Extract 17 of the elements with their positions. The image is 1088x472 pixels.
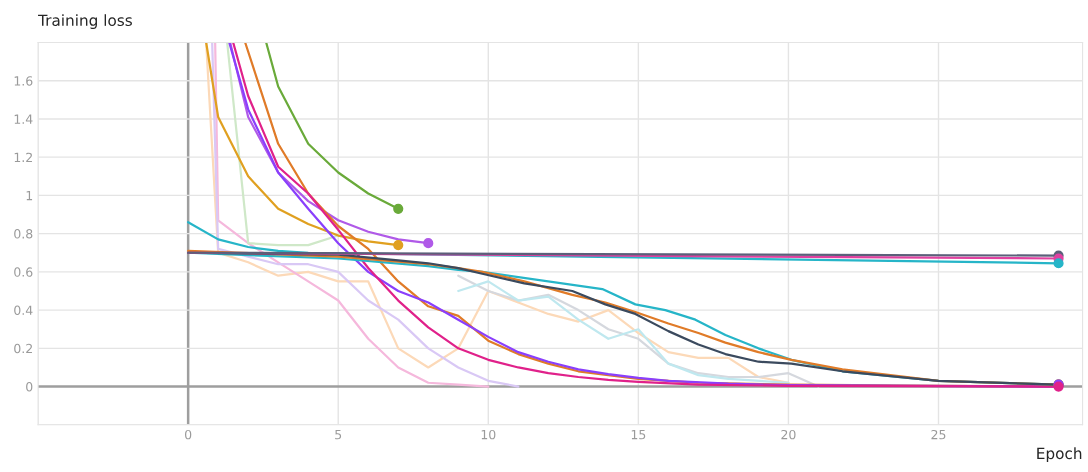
y-tick-label: 1 bbox=[26, 191, 33, 201]
x-tick-label: 15 bbox=[631, 430, 646, 440]
y-tick-label: 1.4 bbox=[14, 114, 33, 124]
y-tick-label: 0.2 bbox=[14, 343, 32, 354]
x-tick-label: 5 bbox=[335, 430, 342, 440]
y-tick-label: 1.2 bbox=[14, 152, 32, 162]
x-tick-label: 10 bbox=[481, 429, 496, 440]
y-tick-label: 1.6 bbox=[14, 76, 33, 86]
y-tick-label: 0.4 bbox=[14, 305, 33, 316]
x-axis-title: Epoch bbox=[1037, 447, 1082, 463]
y-tick-label: 0.6 bbox=[14, 267, 33, 277]
y-tick-label: 0.8 bbox=[14, 229, 33, 239]
x-tick-label: 0 bbox=[185, 429, 192, 440]
x-tick-label: 20 bbox=[781, 429, 796, 440]
x-tick-label: 25 bbox=[931, 429, 946, 440]
chart-title: Training loss bbox=[38, 14, 132, 29]
y-tick-label: 0 bbox=[26, 382, 33, 392]
